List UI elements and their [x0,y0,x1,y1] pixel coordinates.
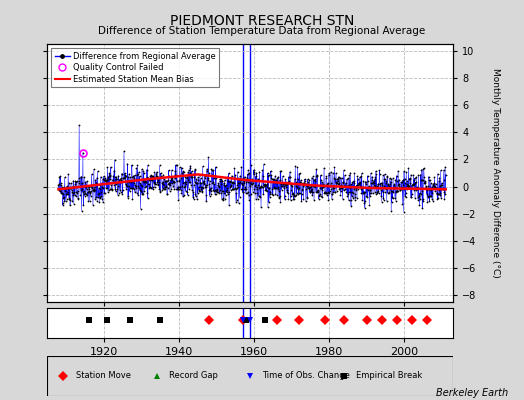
Text: Empirical Break: Empirical Break [356,372,422,380]
Y-axis label: Monthly Temperature Anomaly Difference (°C): Monthly Temperature Anomaly Difference (… [490,68,499,278]
Text: Record Gap: Record Gap [169,372,218,380]
Text: Berkeley Earth: Berkeley Earth [436,388,508,398]
Text: Difference of Station Temperature Data from Regional Average: Difference of Station Temperature Data f… [99,26,425,36]
Text: Time of Obs. Change: Time of Obs. Change [263,372,350,380]
Text: PIEDMONT RESEARCH STN: PIEDMONT RESEARCH STN [170,14,354,28]
Legend: Difference from Regional Average, Quality Control Failed, Estimated Station Mean: Difference from Regional Average, Qualit… [51,48,219,87]
Text: Station Move: Station Move [75,372,130,380]
